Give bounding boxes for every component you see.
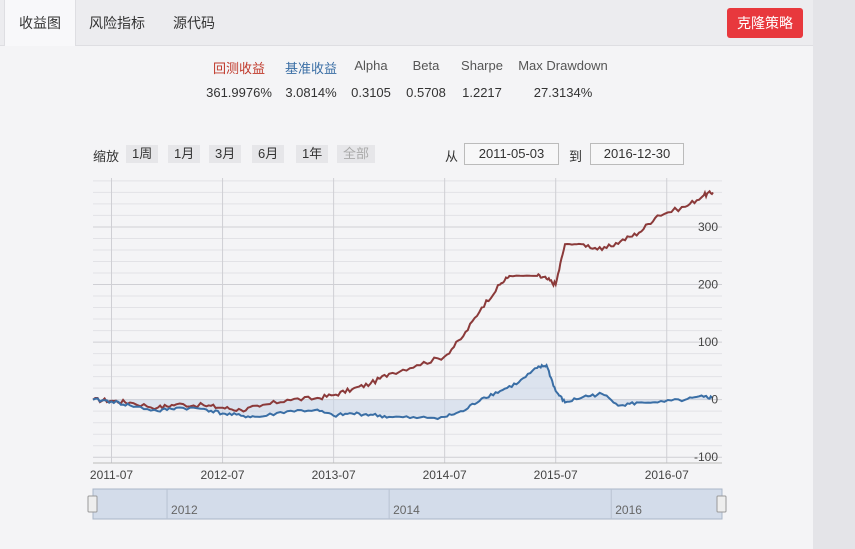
zoom-3m-button[interactable]: 3月 <box>209 145 242 163</box>
tab-bar: 收益图 风险指标 源代码 克隆策略 <box>0 0 813 46</box>
navigator-ticks: 2012 2014 2016 <box>166 489 642 519</box>
zoom-6m-button[interactable]: 6月 <box>252 145 285 163</box>
metric-backtest-return-value: 361.9976% <box>206 85 272 100</box>
metric-benchmark-return-value: 3.0814% <box>285 85 337 100</box>
y-tick-label: 100 <box>698 335 718 349</box>
metric-max-drawdown-value: 27.3134% <box>533 85 593 100</box>
tab-returns-chart[interactable]: 收益图 <box>4 0 76 46</box>
x-tick-label: 2013-07 <box>312 468 356 482</box>
metric-max-drawdown-label: Max Drawdown <box>518 58 608 73</box>
metric-sharpe-label: Sharpe <box>461 58 503 73</box>
x-tick-label: 2011-07 <box>90 468 133 482</box>
metric-backtest-return-label: 回测收益 <box>212 61 266 76</box>
zoom-1y-button[interactable]: 1年 <box>296 145 329 163</box>
metric-benchmark-return-label: 基准收益 <box>284 61 338 76</box>
navigator-range[interactable] <box>92 488 723 520</box>
chart-gridlines <box>93 180 722 458</box>
zoom-all-button[interactable]: 全部 <box>337 145 376 163</box>
navigator-right-handle[interactable] <box>716 495 727 513</box>
tab-source-code[interactable]: 源代码 <box>173 15 215 31</box>
from-label: 从 <box>445 149 459 164</box>
navigator-tick-label: 2014 <box>393 503 420 517</box>
navigator-tick-label: 2016 <box>615 503 642 517</box>
metric-beta-value: 0.5708 <box>406 85 446 100</box>
zoom-label: 缩放 <box>93 149 120 164</box>
chart-panel <box>0 46 813 549</box>
tab-risk-metrics[interactable]: 风险指标 <box>89 15 145 31</box>
clone-strategy-button[interactable]: 克隆策略 <box>727 8 803 38</box>
navigator-tick-label: 2012 <box>171 503 198 517</box>
zoom-1m-button[interactable]: 1月 <box>168 145 201 163</box>
to-date-input[interactable]: 2016-12-30 <box>590 143 684 165</box>
series-strategy-line <box>92 189 714 413</box>
x-tick-label: 2016-07 <box>645 468 689 482</box>
series-benchmark-line <box>92 363 714 421</box>
metric-sharpe-value: 1.2217 <box>462 85 502 100</box>
zoom-1w-button[interactable]: 1周 <box>126 145 159 163</box>
to-label: 到 <box>569 149 583 164</box>
from-date-input[interactable]: 2011-05-03 <box>464 143 559 165</box>
metrics-summary: 回测收益 361.9976% 基准收益 3.0814% Alpha 0.3105… <box>0 58 813 102</box>
right-gutter <box>813 0 855 549</box>
x-axis-tick-labels: 2011-07 2012-07 2013-07 2014-07 2015-07 2016-… <box>90 468 689 482</box>
y-tick-label: 0 <box>711 393 718 407</box>
x-tick-label: 2014-07 <box>423 468 467 482</box>
y-tick-label: 200 <box>698 278 718 292</box>
metric-beta-label: Beta <box>412 58 440 73</box>
metric-alpha-value: 0.3105 <box>351 85 391 100</box>
returns-chart: -100 0 100 200 300 2011-07 2012-07 2013-07 2014… <box>87 178 727 520</box>
returns-difference-area <box>93 365 713 419</box>
chart-x-gridlines <box>111 178 668 463</box>
navigator[interactable]: 2012 2014 2016 <box>87 488 727 520</box>
metric-alpha-label: Alpha <box>354 58 388 73</box>
navigator-left-handle[interactable] <box>87 495 98 513</box>
y-tick-label: -100 <box>694 450 718 464</box>
x-tick-label: 2012-07 <box>201 468 245 482</box>
y-tick-label: 300 <box>698 220 718 234</box>
x-tick-label: 2015-07 <box>534 468 578 482</box>
y-axis-tick-labels: -100 0 100 200 300 <box>694 220 718 464</box>
